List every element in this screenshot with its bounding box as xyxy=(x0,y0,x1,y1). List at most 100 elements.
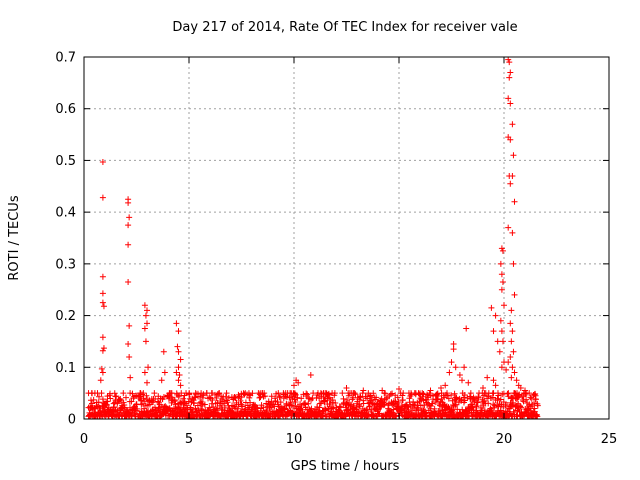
data-point xyxy=(344,397,351,404)
data-point xyxy=(99,158,106,165)
data-point xyxy=(357,394,364,401)
y-tick-label: 0.5 xyxy=(55,154,76,169)
data-point xyxy=(298,395,305,402)
gridlines xyxy=(84,57,609,419)
data-point xyxy=(394,394,401,401)
data-point xyxy=(494,397,501,404)
data-point xyxy=(499,247,506,254)
data-point xyxy=(99,334,106,341)
data-point xyxy=(508,374,515,381)
data-point xyxy=(175,393,182,400)
data-point xyxy=(214,407,221,414)
data-point xyxy=(427,387,434,394)
data-point xyxy=(435,393,442,400)
data-point xyxy=(511,369,518,376)
data-point xyxy=(531,391,538,398)
data-point xyxy=(185,398,192,405)
data-point xyxy=(505,95,512,102)
data-point xyxy=(129,390,136,397)
data-point xyxy=(410,398,417,405)
data-point xyxy=(302,400,309,407)
data-point xyxy=(330,405,337,412)
plot-frame xyxy=(83,56,610,420)
data-point xyxy=(423,396,430,403)
data-point xyxy=(485,400,492,407)
data-point xyxy=(378,395,385,402)
data-point xyxy=(348,412,355,419)
data-point xyxy=(474,398,481,405)
data-point xyxy=(456,372,463,379)
data-point xyxy=(488,304,495,311)
data-point xyxy=(395,399,402,406)
y-axis-label: ROTI / TECUs xyxy=(7,195,22,280)
x-axis-label: GPS time / hours xyxy=(291,459,400,474)
data-point xyxy=(505,56,512,63)
data-point xyxy=(452,394,459,401)
data-point xyxy=(93,403,100,410)
data-point xyxy=(343,384,350,391)
data-point xyxy=(452,364,459,371)
data-point xyxy=(503,366,510,373)
data-point xyxy=(321,398,328,405)
data-point xyxy=(505,393,512,400)
data-point xyxy=(256,394,263,401)
data-point xyxy=(142,312,149,319)
data-point xyxy=(340,399,347,406)
data-point xyxy=(509,121,516,128)
data-point xyxy=(120,390,127,397)
data-point xyxy=(449,407,456,414)
data-point xyxy=(140,395,147,402)
data-point xyxy=(507,136,514,143)
data-point xyxy=(126,353,133,360)
data-point xyxy=(498,245,505,252)
data-point xyxy=(291,382,297,389)
data-point xyxy=(508,307,515,314)
data-point xyxy=(125,222,132,229)
data-point xyxy=(417,402,424,409)
data-point xyxy=(283,400,290,407)
data-point xyxy=(206,394,213,401)
data-point xyxy=(407,392,414,399)
data-point xyxy=(507,353,514,360)
data-point xyxy=(389,390,396,397)
data-point xyxy=(144,379,150,386)
data-point xyxy=(400,390,407,397)
data-point xyxy=(506,74,513,81)
data-point xyxy=(444,392,451,399)
data-point xyxy=(268,393,275,400)
data-point xyxy=(299,408,306,415)
data-point xyxy=(230,410,237,417)
data-point xyxy=(144,307,150,314)
data-point xyxy=(331,390,338,397)
data-point xyxy=(277,393,284,400)
data-point xyxy=(261,390,268,397)
data-point xyxy=(158,377,165,384)
data-point xyxy=(214,399,221,406)
data-point xyxy=(461,364,468,371)
data-point xyxy=(429,400,436,407)
data-point xyxy=(381,401,388,408)
data-point xyxy=(99,299,106,306)
data-point xyxy=(183,402,190,409)
data-point xyxy=(494,338,501,345)
data-point xyxy=(399,397,406,404)
data-point xyxy=(508,338,515,345)
data-point xyxy=(152,395,159,402)
data-point xyxy=(393,413,400,420)
data-point xyxy=(161,369,168,376)
data-point xyxy=(260,404,267,411)
x-tick-label: 25 xyxy=(601,432,618,447)
data-point xyxy=(238,394,245,401)
data-point xyxy=(442,382,449,389)
data-point xyxy=(332,400,339,407)
data-point xyxy=(509,364,516,371)
data-point xyxy=(208,390,215,397)
data-point xyxy=(534,413,541,420)
data-point xyxy=(452,402,459,409)
data-point xyxy=(305,400,312,407)
data-point xyxy=(175,348,182,355)
data-point xyxy=(450,341,457,348)
data-point xyxy=(336,403,343,410)
data-point xyxy=(461,391,468,398)
data-point xyxy=(222,393,229,400)
